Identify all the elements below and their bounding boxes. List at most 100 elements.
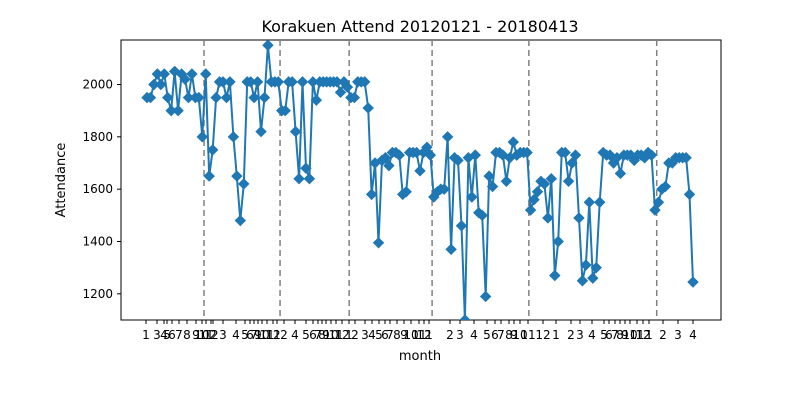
data-point-98 [476, 209, 488, 222]
x-tick-label-10: 11 [198, 328, 213, 342]
x-tick-label-71: 3 [674, 328, 682, 342]
data-point-124 [566, 157, 578, 169]
data-point-114 [531, 186, 544, 198]
x-tick-label-13: 3 [219, 328, 227, 342]
data-point-159 [687, 276, 699, 288]
data-point-17 [196, 131, 208, 143]
x-tick-label-65: 9 [621, 328, 629, 342]
data-point-76 [400, 186, 412, 198]
x-tick-label-33: 1 [345, 328, 353, 342]
data-point-50 [310, 94, 323, 106]
x-tick-label-47: 3 [456, 328, 464, 342]
x-tick-label-30: 10 [323, 328, 338, 342]
x-tick-label-25: 5 [302, 328, 310, 342]
data-point-149 [652, 196, 665, 208]
x-tick-label-41: 9 [400, 328, 408, 342]
data-point-70 [379, 152, 392, 164]
data-point-80 [414, 165, 426, 177]
data-point-131 [590, 261, 602, 274]
x-tick-label-2: 3 [153, 328, 161, 342]
data-point-43 [286, 76, 298, 88]
x-tick-label-60: 4 [588, 328, 596, 342]
data-point-5 [155, 78, 167, 91]
data-point-157 [680, 152, 692, 164]
data-point-24 [220, 91, 233, 104]
data-point-66 [365, 188, 378, 201]
x-tick-label-56: 12 [535, 328, 550, 342]
data-point-91 [452, 154, 464, 167]
data-point-35 [258, 91, 271, 104]
data-point-26 [227, 131, 240, 143]
data-point-2 [144, 91, 157, 104]
x-tick-label-21: 12 [265, 328, 280, 342]
data-point-45 [293, 172, 305, 185]
data-point-100 [483, 170, 495, 182]
x-axis-label: month [399, 349, 441, 364]
data-point-99 [479, 290, 492, 303]
data-point-27 [231, 170, 243, 182]
data-point-74 [393, 149, 405, 161]
x-tick-label-68: 12 [635, 328, 650, 342]
data-point-122 [559, 146, 571, 159]
data-point-18 [200, 68, 212, 80]
data-point-36 [262, 40, 274, 51]
y-axis: 1200 1400 1600 1800 2000 [82, 77, 121, 301]
data-point-116 [538, 178, 551, 190]
data-point-48 [303, 172, 316, 185]
data-point-32 [248, 91, 260, 104]
data-point-118 [545, 172, 558, 185]
data-point-12 [179, 73, 191, 85]
data-point-95 [466, 191, 478, 203]
axes-frame [120, 39, 722, 321]
x-tick-label-26: 6 [309, 328, 317, 342]
data-point-92 [455, 220, 468, 232]
data-point-88 [441, 131, 454, 143]
x-tick-label-11: 12 [203, 328, 218, 342]
y-tick-label-1800: 1800 [82, 130, 113, 144]
y-tick-label-1400: 1400 [82, 234, 113, 248]
data-point-25 [224, 76, 236, 88]
x-tick-label-62: 6 [605, 328, 613, 342]
data-point-10 [172, 104, 184, 117]
data-point-46 [296, 76, 309, 88]
data-point-68 [372, 237, 385, 249]
x-tick-label-42: 10 [403, 328, 418, 342]
data-point-47 [300, 162, 312, 174]
data-point-14 [186, 68, 198, 80]
x-tick-label-44: 12 [416, 328, 431, 342]
x-tick-label-58: 2 [567, 328, 575, 342]
x-tick-label-64: 8 [616, 328, 624, 342]
x-tick-label-40: 8 [393, 328, 401, 342]
x-tick-label-48: 4 [470, 328, 478, 342]
x-tick-label-23: 2 [280, 328, 288, 342]
data-point-19 [203, 170, 215, 182]
x-tick-label-3: 4 [160, 328, 168, 342]
x-tick-label-69: 1 [645, 328, 653, 342]
x-tick-label-57: 1 [552, 328, 560, 342]
data-point-132 [593, 196, 606, 208]
data-point-65 [362, 102, 374, 114]
data-point-96 [469, 149, 481, 161]
data-point-34 [255, 125, 267, 138]
y-tick-label-1200: 1200 [82, 287, 113, 301]
x-tick-label-63: 7 [611, 328, 619, 342]
y-tick-label-1600: 1600 [82, 182, 113, 196]
x-tick-label-59: 3 [576, 328, 584, 342]
data-point-112 [524, 204, 537, 216]
x-tick-label-43: 11 [411, 328, 426, 342]
chart-title: Korakuen Attend 20120121 - 20180413 [261, 17, 578, 36]
data-point-151 [659, 180, 672, 193]
x-tick-label-54: 10 [512, 328, 527, 342]
data-point-119 [549, 269, 561, 282]
data-point-148 [649, 204, 661, 216]
data-point-128 [580, 259, 592, 271]
x-tick-label-46: 2 [446, 328, 454, 342]
y-axis-label: Attendance [54, 143, 69, 218]
x-tick-label-61: 5 [600, 328, 608, 342]
x-tick-label-24: 4 [291, 328, 299, 342]
data-point-125 [569, 149, 582, 161]
data-point-61 [348, 91, 361, 104]
data-point-120 [552, 235, 564, 248]
x-tick-label-70: 2 [659, 328, 667, 342]
data-point-44 [289, 125, 302, 138]
